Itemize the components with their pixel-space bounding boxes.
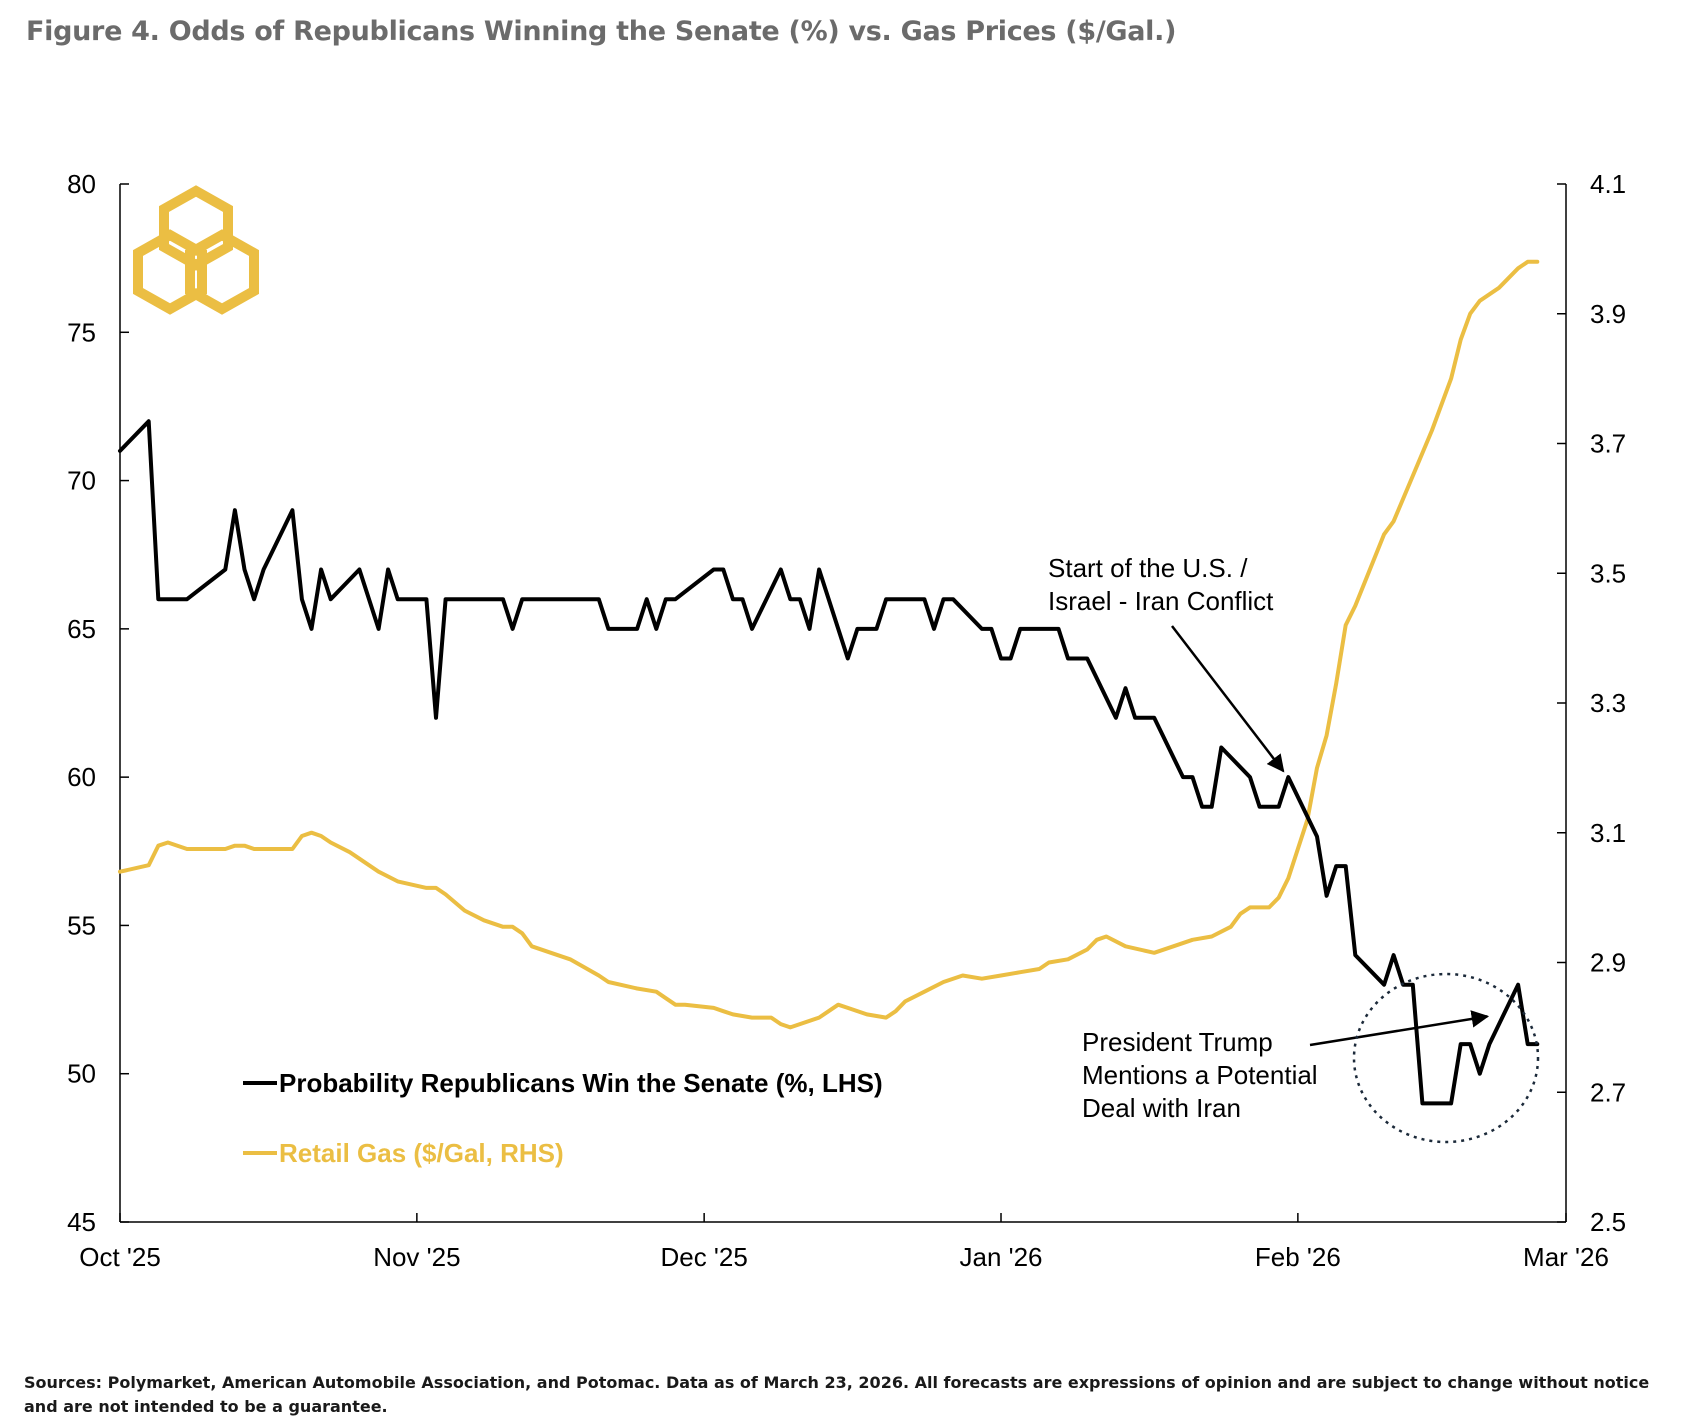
x-tick-label: Mar '26 — [1523, 1242, 1609, 1272]
left-y-tick-label: 55 — [67, 910, 96, 940]
source-footnote: Sources: Polymarket, American Automobile… — [24, 1373, 1650, 1416]
x-tick-label: Feb '26 — [1255, 1242, 1341, 1272]
annotation-conflict-arrow — [1171, 625, 1285, 773]
right-y-tick-label: 2.9 — [1590, 948, 1626, 978]
left-y-tick-label: 75 — [67, 317, 96, 347]
hexagon-trefoil-logo-icon — [133, 185, 259, 315]
right-y-tick-label: 3.9 — [1590, 299, 1626, 329]
senate-probability-line — [118, 419, 1540, 1106]
right-y-tick-label: 4.1 — [1590, 169, 1626, 199]
left-y-tick-label: 65 — [67, 614, 96, 644]
figure-title: Figure 4. Odds of Republicans Winning th… — [26, 16, 1177, 47]
left-y-tick-label: 80 — [67, 169, 96, 199]
right-y-tick-label: 3.7 — [1590, 429, 1626, 459]
annotation-conflict-start: Start of the U.S. / Israel - Iran Conflic… — [1048, 553, 1274, 616]
left-y-tick-label: 45 — [67, 1207, 96, 1237]
left-y-tick-label: 70 — [67, 466, 96, 496]
right-y-tick-label: 3.5 — [1590, 558, 1626, 588]
legend-label-gas: Retail Gas ($/Gal, RHS) — [279, 1138, 564, 1168]
x-tick-label: Jan '26 — [959, 1242, 1042, 1272]
annotation-highlight-circle — [1352, 972, 1540, 1144]
gas-price-line — [118, 259, 1540, 1030]
left-y-tick-label: 60 — [67, 762, 96, 792]
left-y-tick-label: 50 — [67, 1059, 96, 1089]
annotation-trump-deal: President Trump Mentions a Potential Deal … — [1082, 1027, 1318, 1123]
x-tick-label: Nov '25 — [373, 1242, 460, 1272]
annotation-trump-arrow — [1309, 1010, 1490, 1047]
right-y-tick-label: 2.7 — [1590, 1077, 1626, 1107]
right-y-tick-label: 3.3 — [1590, 688, 1626, 718]
legend-label-senate: Probability Republicans Win the Senate (… — [279, 1068, 883, 1098]
right-y-tick-label: 2.5 — [1590, 1207, 1626, 1237]
x-tick-label: Oct '25 — [79, 1242, 161, 1272]
right-y-tick-label: 3.1 — [1590, 818, 1626, 848]
x-tick-label: Dec '25 — [660, 1242, 747, 1272]
